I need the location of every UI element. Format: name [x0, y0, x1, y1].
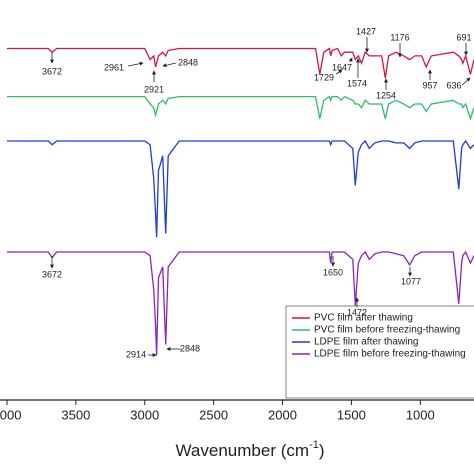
legend-label: PVC film before freezing-thawing — [314, 325, 460, 336]
annotation: 1574 — [347, 78, 367, 88]
x-tick-label: 4000 — [0, 407, 21, 422]
x-tick-label: 2500 — [199, 407, 228, 422]
annotation: 2961 — [104, 62, 124, 72]
annotation: 1647 — [332, 62, 352, 72]
annotation: 1176 — [390, 32, 409, 42]
annotation-arrow — [127, 61, 144, 67]
x-tick-label: 2000 — [268, 407, 297, 422]
annotation: 1077 — [401, 276, 421, 286]
annotation: 2848 — [180, 343, 200, 353]
x-tick-label: 3000 — [130, 407, 159, 422]
legend-box — [285, 305, 474, 399]
spectrum-line — [7, 95, 474, 121]
annotation-arrow — [335, 69, 343, 75]
annotation: 1729 — [314, 72, 334, 82]
annotation: 1472 — [347, 307, 367, 317]
annotation: 957 — [422, 80, 437, 90]
annotation: 1254 — [376, 90, 396, 100]
annotation: 2914 — [126, 349, 146, 359]
x-tick-label: 1500 — [337, 407, 366, 422]
annotation: 3672 — [42, 269, 62, 279]
legend-label: LDPE film after thawing — [314, 337, 419, 348]
x-axis-label-text: Wavenumber (cm — [176, 441, 310, 460]
annotation: 2921 — [144, 84, 164, 94]
spectrum-line — [7, 47, 474, 79]
annotation: 636 — [446, 80, 461, 90]
x-tick-label: 3500 — [61, 407, 90, 422]
x-axis-label: Wavenumber (cm-1) — [176, 439, 325, 461]
legend-label: LDPE film before freezing-thawing — [314, 349, 466, 360]
x-tick-label: 1000 — [406, 407, 435, 422]
spectrum-line — [7, 139, 474, 238]
annotation: 2848 — [178, 57, 198, 67]
legend-label: PVC film after thawing — [314, 313, 413, 324]
annotation-arrow — [461, 77, 471, 86]
annotation: 1650 — [323, 267, 343, 277]
x-axis-label-end: ) — [319, 441, 325, 460]
annotation: 691 — [456, 32, 471, 42]
spectrum-line — [7, 250, 474, 356]
x-axis-label-sup: -1 — [309, 439, 319, 451]
annotation: 1427 — [356, 26, 376, 36]
annotation-arrow — [162, 62, 177, 68]
annotation-arrow — [348, 57, 353, 63]
annotation: 3672 — [42, 66, 62, 76]
